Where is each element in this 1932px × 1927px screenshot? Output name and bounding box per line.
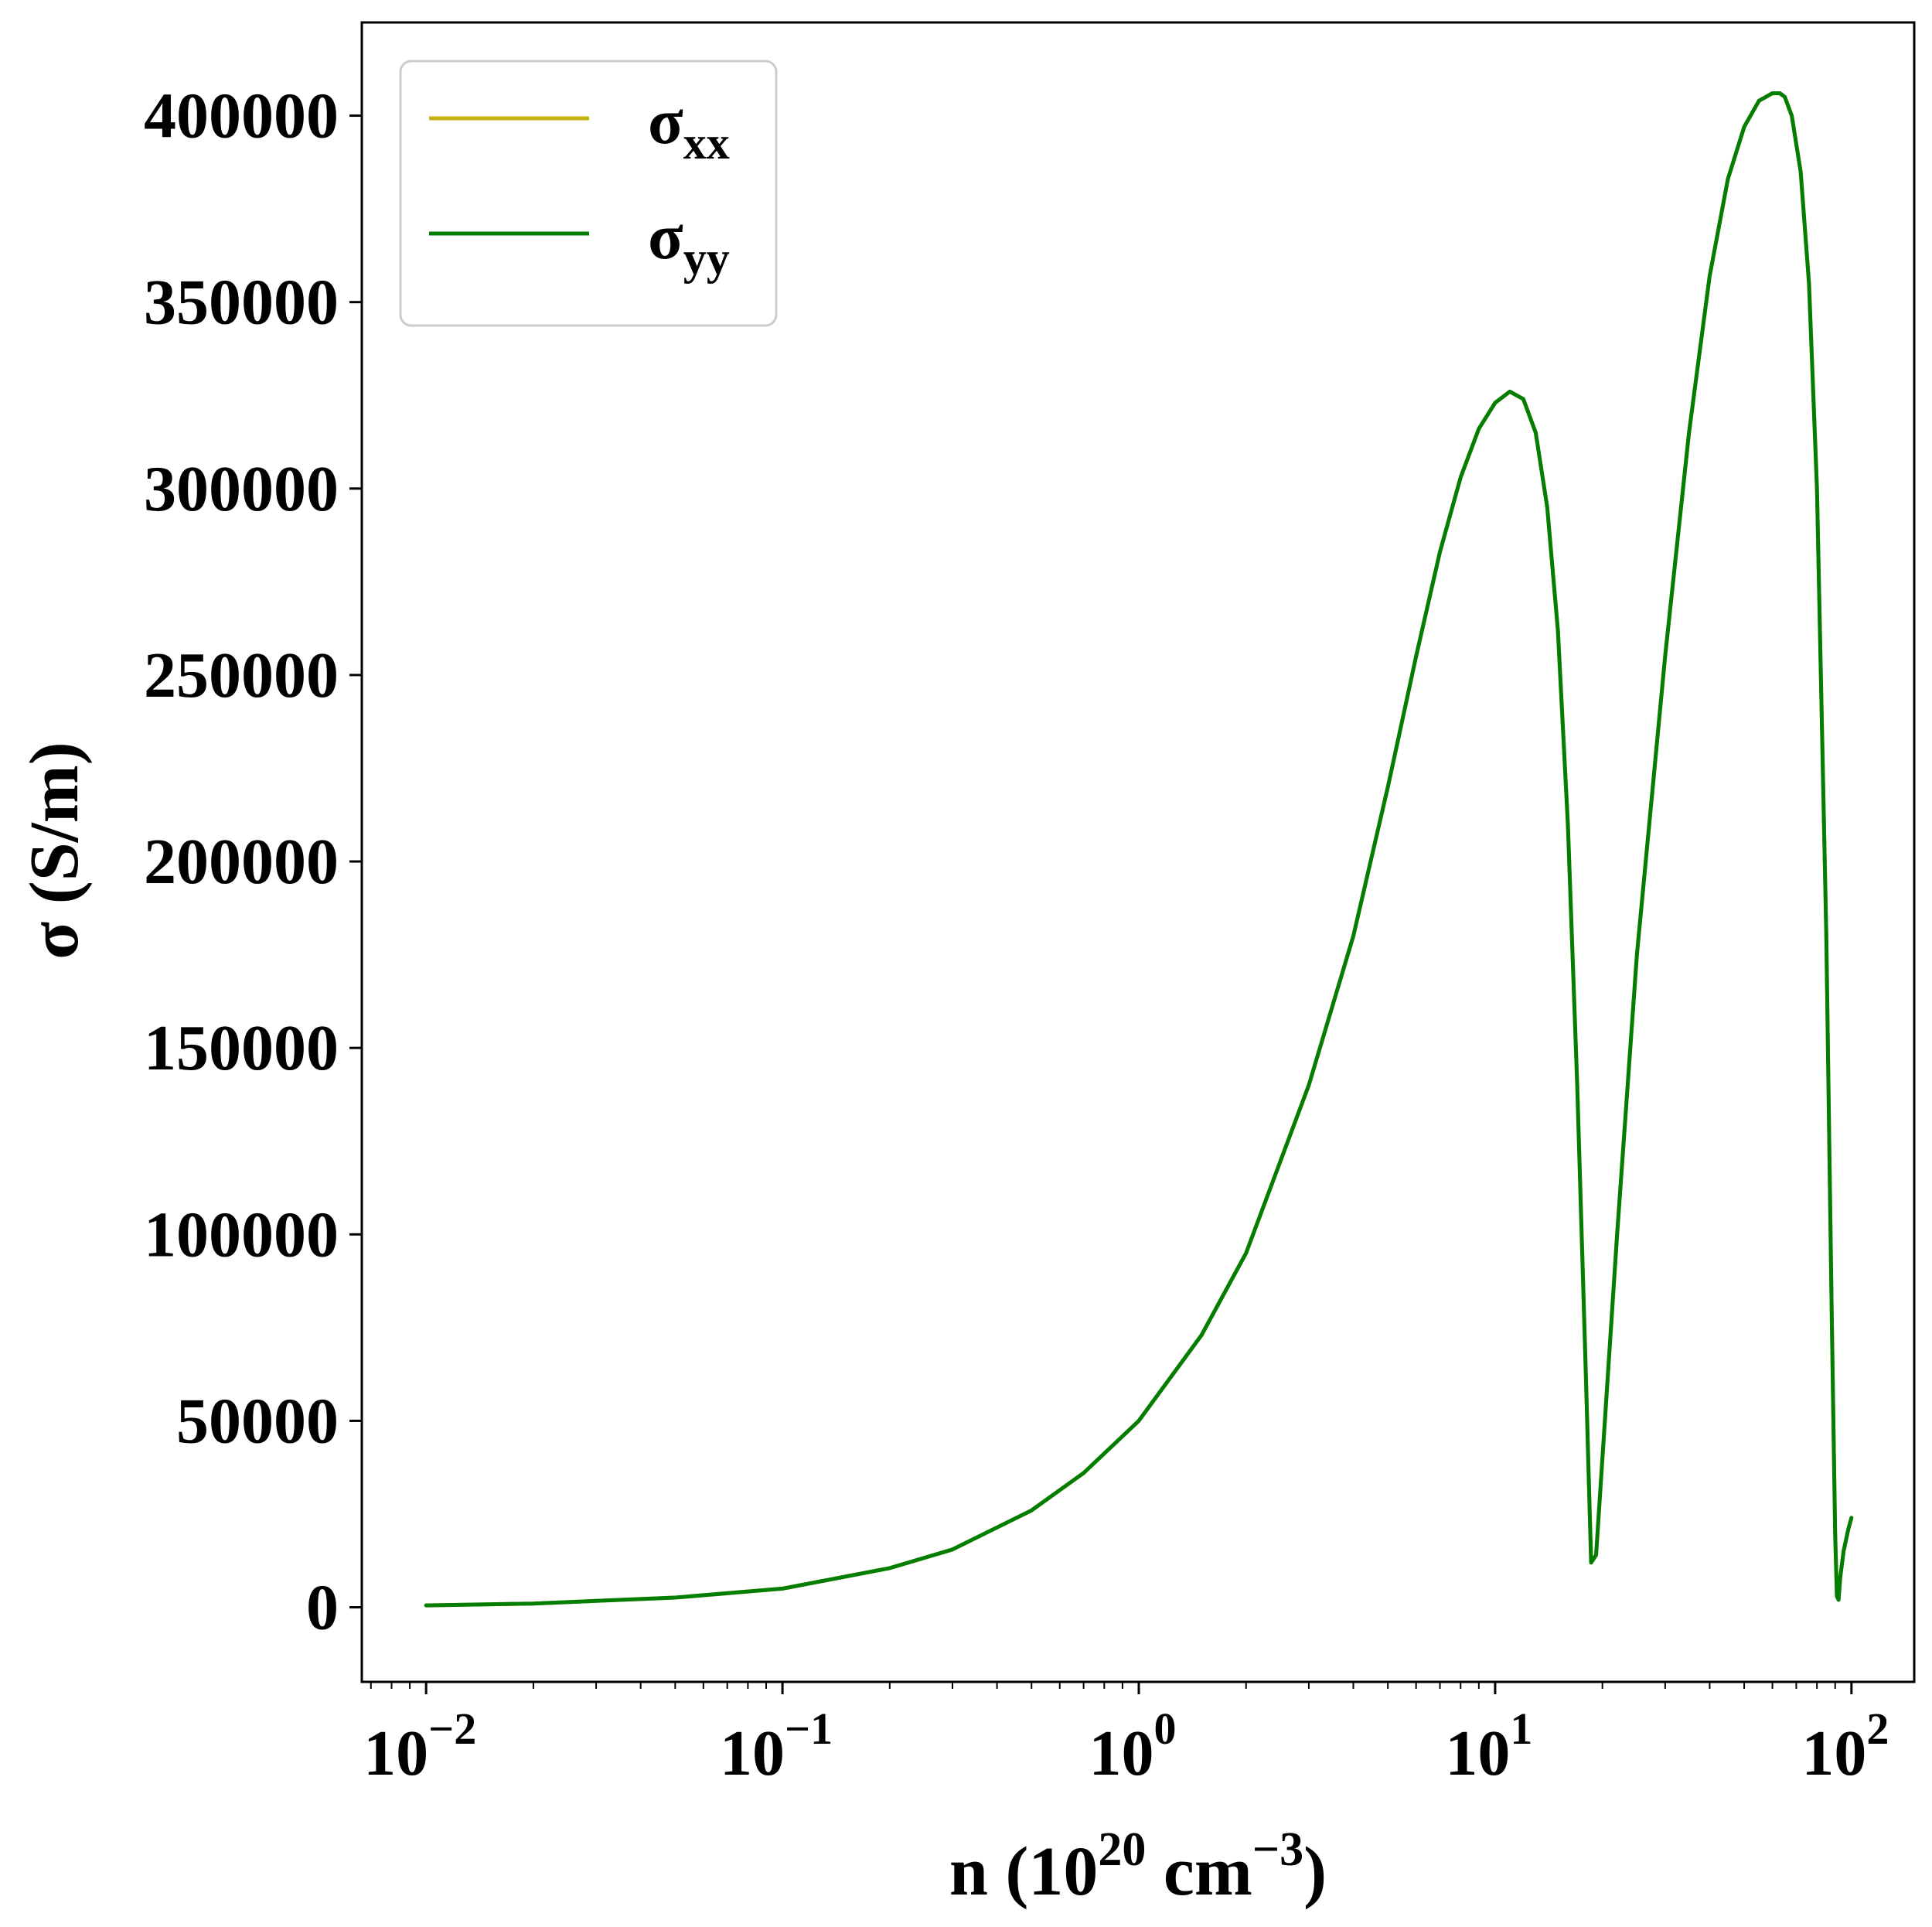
y-tick-label: 300000 bbox=[144, 453, 339, 525]
y-tick-label: 250000 bbox=[144, 639, 339, 711]
series-line-sigma-yy bbox=[424, 91, 1854, 1608]
x-axis-label-unit: cm bbox=[1146, 1833, 1252, 1910]
x-axis-label-base: n (10 bbox=[949, 1833, 1099, 1910]
legend-label-sigma-xx-base: σ bbox=[648, 86, 683, 158]
y-tick-label: 50000 bbox=[176, 1385, 339, 1457]
x-axis-ticks: 10−2 10−1 100 101 102 bbox=[363, 1682, 1889, 1789]
y-tick-label: 350000 bbox=[144, 267, 339, 339]
legend-label-sigma-xx-sub: xx bbox=[683, 118, 730, 169]
legend: σxx σyy bbox=[399, 60, 778, 327]
y-tick-label: 200000 bbox=[144, 826, 339, 898]
x-tick-label: 10−1 bbox=[720, 1704, 833, 1789]
x-tick-label: 10−2 bbox=[363, 1704, 476, 1789]
y-tick-label: 400000 bbox=[144, 80, 339, 152]
legend-label-sigma-xx: σxx bbox=[648, 86, 730, 169]
y-tick-label: 100000 bbox=[144, 1199, 339, 1270]
y-axis-ticks: 0 50000 100000 150000 200000 250000 300000 3500… bbox=[144, 80, 362, 1644]
legend-box bbox=[399, 60, 778, 327]
x-axis-label-exponent-1: 20 bbox=[1098, 1823, 1146, 1876]
plot-frame bbox=[360, 21, 1916, 1683]
x-tick-label: 102 bbox=[1801, 1704, 1889, 1789]
x-axis-label: n (1020 cm−3) bbox=[949, 1823, 1327, 1910]
legend-label-sigma-yy-base: σ bbox=[648, 201, 683, 273]
x-tick-label: 100 bbox=[1089, 1704, 1177, 1789]
x-axis-label-end: ) bbox=[1303, 1833, 1327, 1910]
legend-label-sigma-yy: σyy bbox=[648, 201, 730, 284]
legend-label-sigma-yy-sub: yy bbox=[683, 233, 730, 284]
x-tick-label: 101 bbox=[1445, 1704, 1532, 1789]
x-axis-label-exponent-2: −3 bbox=[1252, 1823, 1303, 1876]
series-layer bbox=[424, 91, 1854, 1608]
y-tick-label: 150000 bbox=[144, 1012, 339, 1084]
y-tick-label: 0 bbox=[306, 1572, 339, 1644]
y-axis-label: σ (S/m) bbox=[16, 742, 93, 959]
